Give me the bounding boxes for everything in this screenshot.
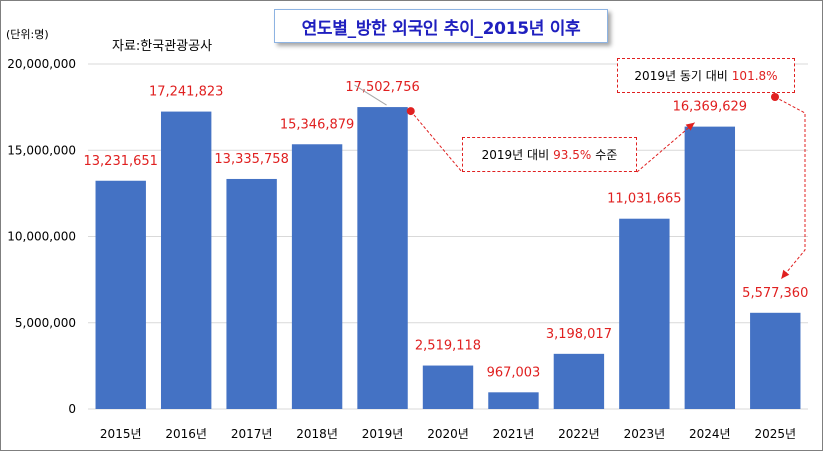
annotation-arrow-line: [774, 96, 806, 280]
x-tick-label: 2020년: [427, 427, 469, 441]
bar-2015년: [95, 180, 146, 409]
annotation-percent: 93.5%: [553, 147, 592, 162]
bars: [95, 107, 801, 410]
x-tick-label: 2015년: [100, 427, 142, 441]
y-tick-label: 15,000,000: [7, 143, 76, 157]
data-label: 17,502,756: [345, 80, 419, 95]
unit-label: (단위:명): [6, 28, 49, 41]
chart-title: 연도별_방한 외국인 추이_2015년 이후: [301, 18, 581, 39]
bar-2020년: [422, 365, 474, 409]
y-tick-label: 10,000,000: [7, 230, 76, 244]
annotation-suffix: 수준: [595, 148, 618, 162]
annotation-prefix: 2019년 동기 대비: [634, 69, 728, 83]
bar-2019년: [357, 107, 408, 410]
data-labels: 13,231,651 17,241,823 13,335,758 15,346,879…: [84, 80, 809, 380]
data-label: 13,335,758: [214, 152, 288, 167]
annotation-arrow-line: [410, 110, 463, 173]
data-label: 2,519,118: [415, 339, 481, 354]
chart-title-box: 연도별_방한 외국인 추이_2015년 이후: [274, 9, 608, 43]
bar-2025년: [750, 312, 801, 409]
bar-2017년: [226, 178, 277, 409]
bar-2022년: [553, 353, 605, 409]
data-label: 16,369,629: [673, 100, 747, 115]
x-tick-label: 2023년: [624, 427, 666, 441]
data-label: 15,346,879: [280, 117, 354, 132]
x-tick-label: 2016년: [165, 427, 207, 441]
label-leader-line: [354, 84, 387, 106]
annotation-prefix: 2019년 대비: [481, 148, 550, 162]
annotation-box-2020-vs-2019: 2019년 대비 93.5% 수준: [462, 137, 637, 172]
y-tick-label: 20,000,000: [7, 57, 76, 71]
x-tick-label: 2024년: [689, 427, 731, 441]
x-tick-labels: 2015년 2016년 2017년 2018년 2019년 2020년 2021년 2022년…: [100, 427, 796, 441]
bar-2024년: [684, 126, 736, 409]
data-label: 5,577,360: [742, 286, 808, 301]
x-tick-label: 2022년: [558, 427, 600, 441]
bar-2016년: [160, 111, 212, 409]
bar-2023년: [619, 218, 670, 409]
annotation-arrowhead: [685, 122, 695, 131]
data-label: 17,241,823: [149, 85, 223, 100]
data-label: 3,198,017: [546, 327, 612, 342]
x-tick-label: 2018년: [296, 427, 338, 441]
annotation-leaders: [354, 84, 806, 280]
data-label: 967,003: [487, 365, 541, 380]
source-label: 자료:한국관광공사: [112, 39, 213, 54]
bar-2018년: [291, 144, 343, 409]
data-label: 11,031,665: [607, 192, 681, 207]
x-tick-label: 2025년: [754, 427, 796, 441]
annotation-box-2025-vs-2019: 2019년 동기 대비 101.8%: [617, 58, 795, 93]
x-tick-label: 2021년: [493, 427, 535, 441]
y-tick-label: 5,000,000: [15, 316, 76, 330]
annotation-percent: 101.8%: [731, 68, 778, 83]
x-tick-label: 2017년: [231, 427, 273, 441]
y-tick-labels: 0 5,000,000 10,000,000 15,000,000 20,000,000: [7, 57, 76, 416]
data-label: 13,231,651: [84, 154, 158, 169]
annotation-arrow-line: [636, 122, 695, 173]
x-tick-label: 2019년: [362, 427, 404, 441]
annotation-arrowhead: [781, 269, 790, 279]
bar-2021년: [488, 392, 539, 409]
y-tick-label: 0: [68, 402, 76, 416]
